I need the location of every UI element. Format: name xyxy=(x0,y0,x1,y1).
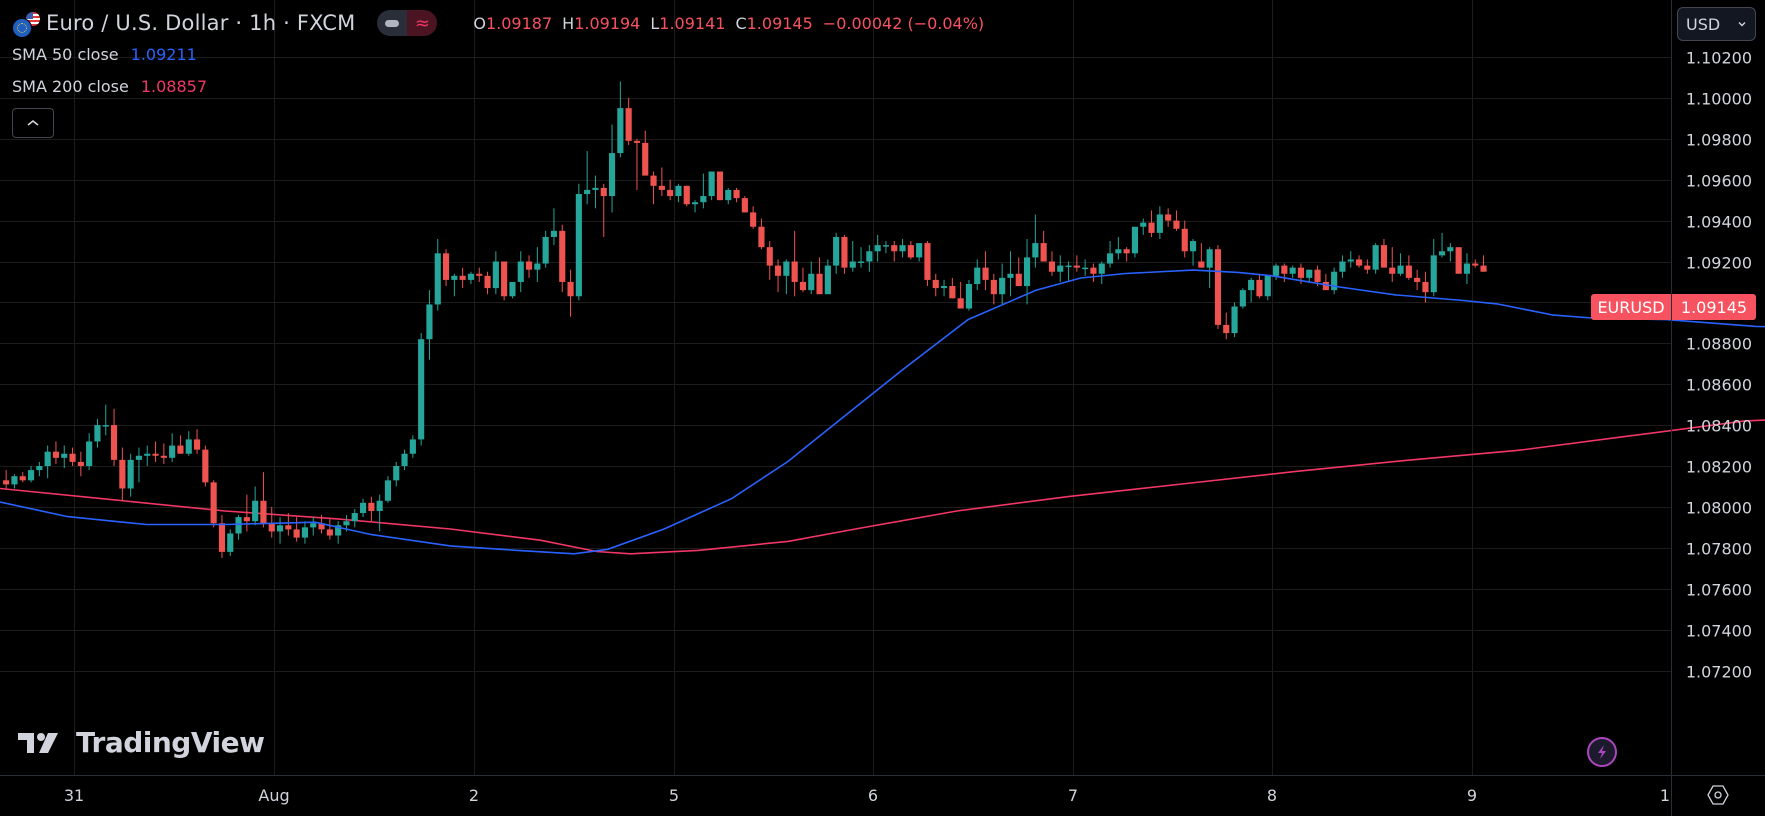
time-tick: 2 xyxy=(468,786,480,805)
settings-button[interactable] xyxy=(1703,780,1733,810)
time-tick: 8 xyxy=(1266,786,1278,805)
price-change: −0.00042 (−0.04%) xyxy=(822,13,985,33)
price-axis[interactable]: 1.10200 1.10000 1.09800 1.09600 1.09400 1.092… xyxy=(1672,0,1765,775)
candles xyxy=(3,81,1487,559)
indicator-name: SMA 200 close xyxy=(12,76,129,96)
brand-name: TradingView xyxy=(76,726,265,759)
price-tick: 1.10200 xyxy=(1685,48,1752,67)
price-tick: 1.07800 xyxy=(1685,539,1752,558)
eu-flag-icon xyxy=(12,18,32,38)
chart-grid xyxy=(0,0,1671,775)
price-tick: 1.09200 xyxy=(1685,253,1752,272)
price-tick: 1.08200 xyxy=(1685,457,1752,476)
market-closed-icon xyxy=(377,10,408,36)
price-tick: 1.07400 xyxy=(1685,621,1752,640)
ohlc-open: O1.09187 xyxy=(473,13,553,33)
price-tick: 1.07200 xyxy=(1685,662,1752,681)
sma200-line xyxy=(0,419,1765,555)
indicator-value: 1.09211 xyxy=(130,44,197,64)
price-tick: 1.08600 xyxy=(1685,375,1752,394)
symbol-header: Euro / U.S. Dollar · 1h · FXCM ≈ O1.0918… xyxy=(12,8,984,38)
collapse-legend-button[interactable] xyxy=(12,108,54,138)
market-status-pill[interactable]: ≈ xyxy=(377,10,438,36)
indicator-sma50[interactable]: SMA 50 close 1.09211 xyxy=(12,38,984,70)
time-tick: 6 xyxy=(867,786,879,805)
indicator-sma200[interactable]: SMA 200 close 1.08857 xyxy=(12,70,984,102)
time-tick: 5 xyxy=(668,786,680,805)
ohlc-low: L1.09141 xyxy=(650,13,726,33)
eur-usd-flag-icon xyxy=(12,10,42,38)
tradingview-logo-icon xyxy=(18,732,58,753)
volatility-icon: ≈ xyxy=(407,10,438,36)
lightning-icon[interactable] xyxy=(1587,737,1617,767)
time-tick: Aug xyxy=(258,786,290,805)
ohlc-high: H1.09194 xyxy=(562,13,641,33)
ohlc-values: O1.09187 H1.09194 L1.09141 C1.09145 −0.0… xyxy=(473,14,984,33)
indicator-value: 1.08857 xyxy=(140,76,207,96)
price-tick: 1.08000 xyxy=(1685,498,1752,517)
price-tick: 1.08400 xyxy=(1685,416,1752,435)
time-tick: 9 xyxy=(1466,786,1478,805)
currency-label: USD xyxy=(1686,14,1721,34)
last-price-tag: 1.09145 xyxy=(1672,294,1756,320)
price-tick: 1.07600 xyxy=(1685,580,1752,599)
chevron-down-icon xyxy=(1738,22,1746,27)
last-price-symbol-tag: EURUSD xyxy=(1591,294,1671,320)
ohlc-close: C1.09145 xyxy=(735,13,813,33)
indicator-name: SMA 50 close xyxy=(12,44,119,64)
price-tick: 1.09600 xyxy=(1685,171,1752,190)
time-tick: 7 xyxy=(1067,786,1079,805)
gear-icon xyxy=(1707,785,1729,805)
time-tick: 12 xyxy=(1659,786,1681,805)
price-tick: 1.09400 xyxy=(1685,212,1752,231)
currency-select[interactable]: USD xyxy=(1677,7,1756,41)
price-tick: 1.08800 xyxy=(1685,334,1752,353)
price-tick: 1.09800 xyxy=(1685,130,1752,149)
price-tick: 1.10000 xyxy=(1685,89,1752,108)
symbol-title[interactable]: Euro / U.S. Dollar · 1h · FXCM xyxy=(46,11,356,35)
chart-legend: Euro / U.S. Dollar · 1h · FXCM ≈ O1.0918… xyxy=(12,8,984,138)
chevron-up-icon xyxy=(27,119,39,126)
tradingview-logo[interactable]: TradingView xyxy=(18,726,265,759)
sma50-line xyxy=(0,269,1765,555)
time-tick: 31 xyxy=(63,786,85,805)
